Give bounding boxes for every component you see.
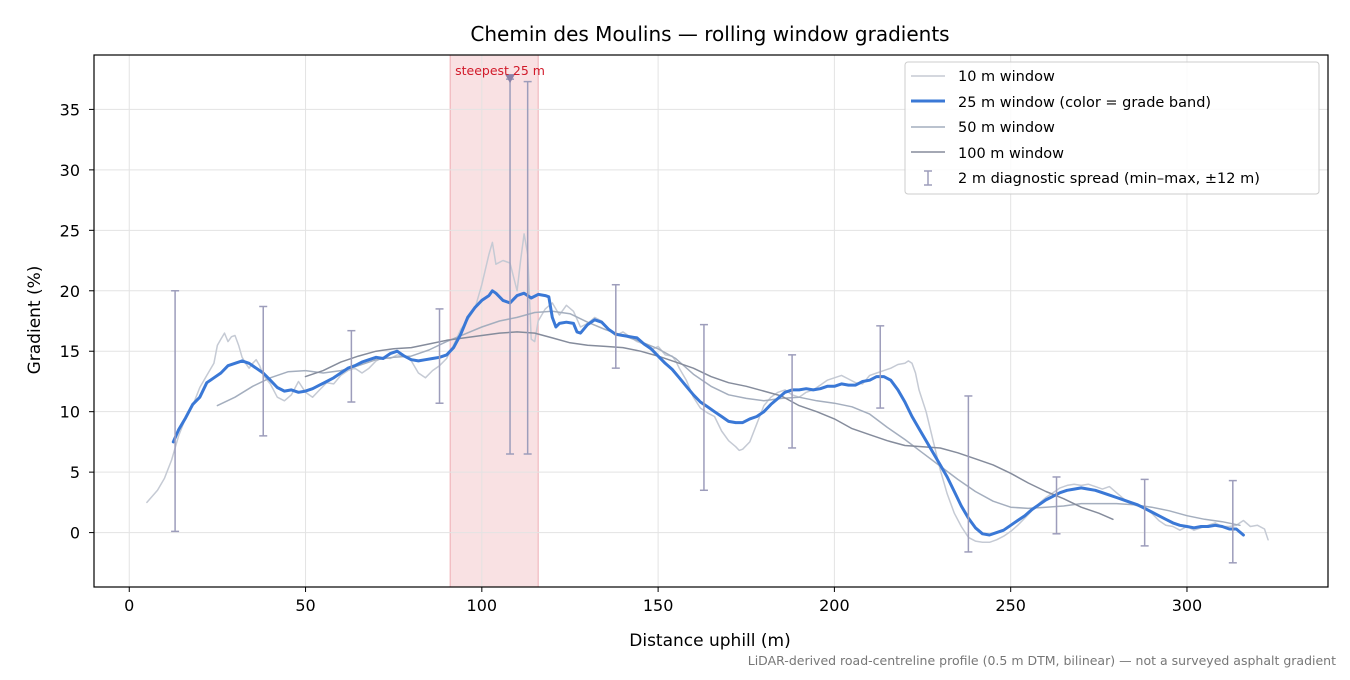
series-lines (146, 233, 1269, 544)
y-tick-label: 5 (70, 463, 80, 482)
errorbar (1228, 479, 1237, 564)
errorbar (699, 323, 708, 492)
x-tick-label: 150 (643, 596, 674, 615)
steepest-section-highlight (449, 54, 539, 588)
legend-swatch-errorbar (924, 170, 932, 186)
errorbar (611, 283, 620, 369)
errorbar (171, 290, 180, 533)
errorbar (1052, 476, 1061, 535)
series-line-3 (216, 310, 1241, 527)
errorbar (964, 395, 973, 553)
steepest-annotation: steepest 25 m (455, 63, 545, 78)
y-tick-label: 25 (60, 221, 80, 240)
x-tick-label: 250 (995, 596, 1026, 615)
chart-title: Chemin des Moulins — rolling window grad… (470, 22, 949, 46)
x-tick-label: 200 (819, 596, 850, 615)
legend-label-10m: 10 m window (958, 69, 1055, 85)
errorbars (171, 78, 1237, 564)
legend-label-25m: 25 m window (color = grade band) (958, 95, 1211, 111)
y-tick-label: 15 (60, 342, 80, 361)
grid (94, 55, 1328, 587)
errorbar (347, 329, 356, 403)
footnote-caption: LiDAR-derived road-centreline profile (0… (748, 653, 1336, 668)
y-tick-label: 0 (70, 524, 80, 543)
y-tick-label: 10 (60, 403, 80, 422)
legend-box (904, 61, 1320, 195)
errorbar (876, 325, 885, 409)
steepest-marker-group: steepest 25 m (455, 63, 545, 84)
steepest-band (449, 54, 539, 588)
legend: 10 m window 25 m window (color = grade b… (904, 61, 1320, 195)
y-tick-label: 35 (60, 100, 80, 119)
errorbar (259, 305, 268, 437)
x-tick-label: 50 (295, 596, 315, 615)
errorbar (435, 308, 444, 404)
y-tick-label: 30 (60, 161, 80, 180)
x-tick-label: 300 (1172, 596, 1203, 615)
errorbar (523, 80, 532, 455)
x-axis-label: Distance uphill (m) (629, 631, 790, 651)
errorbar (788, 354, 797, 449)
series-line-2 (171, 289, 1245, 537)
series-line-4 (304, 331, 1114, 521)
x-tick-label: 100 (467, 596, 498, 615)
legend-label-100m: 100 m window (958, 146, 1064, 162)
y-axis-label: Gradient (%) (25, 266, 45, 375)
plot-frame (93, 54, 1329, 588)
y-tick-label: 20 (60, 282, 80, 301)
steepest-marker (505, 74, 516, 84)
errorbar (1140, 478, 1149, 547)
legend-label-errorbar: 2 m diagnostic spread (min–max, ±12 m) (958, 171, 1260, 187)
x-tick-label: 0 (124, 596, 134, 615)
axis-ticks: 0 50 100 150 200 250 300 0 5 10 15 20 25 30 35 (60, 100, 1203, 615)
legend-label-50m: 50 m window (958, 120, 1055, 136)
